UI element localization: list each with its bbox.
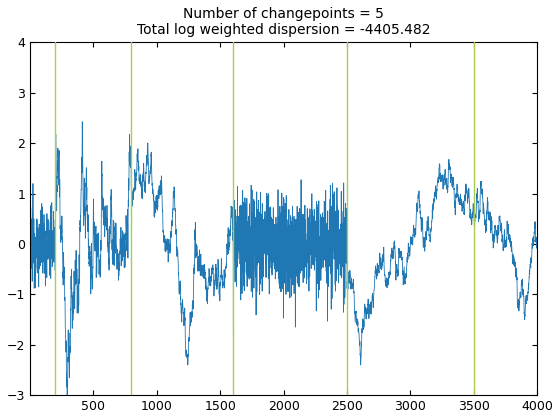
Title: Number of changepoints = 5
Total log weighted dispersion = -4405.482: Number of changepoints = 5 Total log wei…	[137, 7, 431, 37]
